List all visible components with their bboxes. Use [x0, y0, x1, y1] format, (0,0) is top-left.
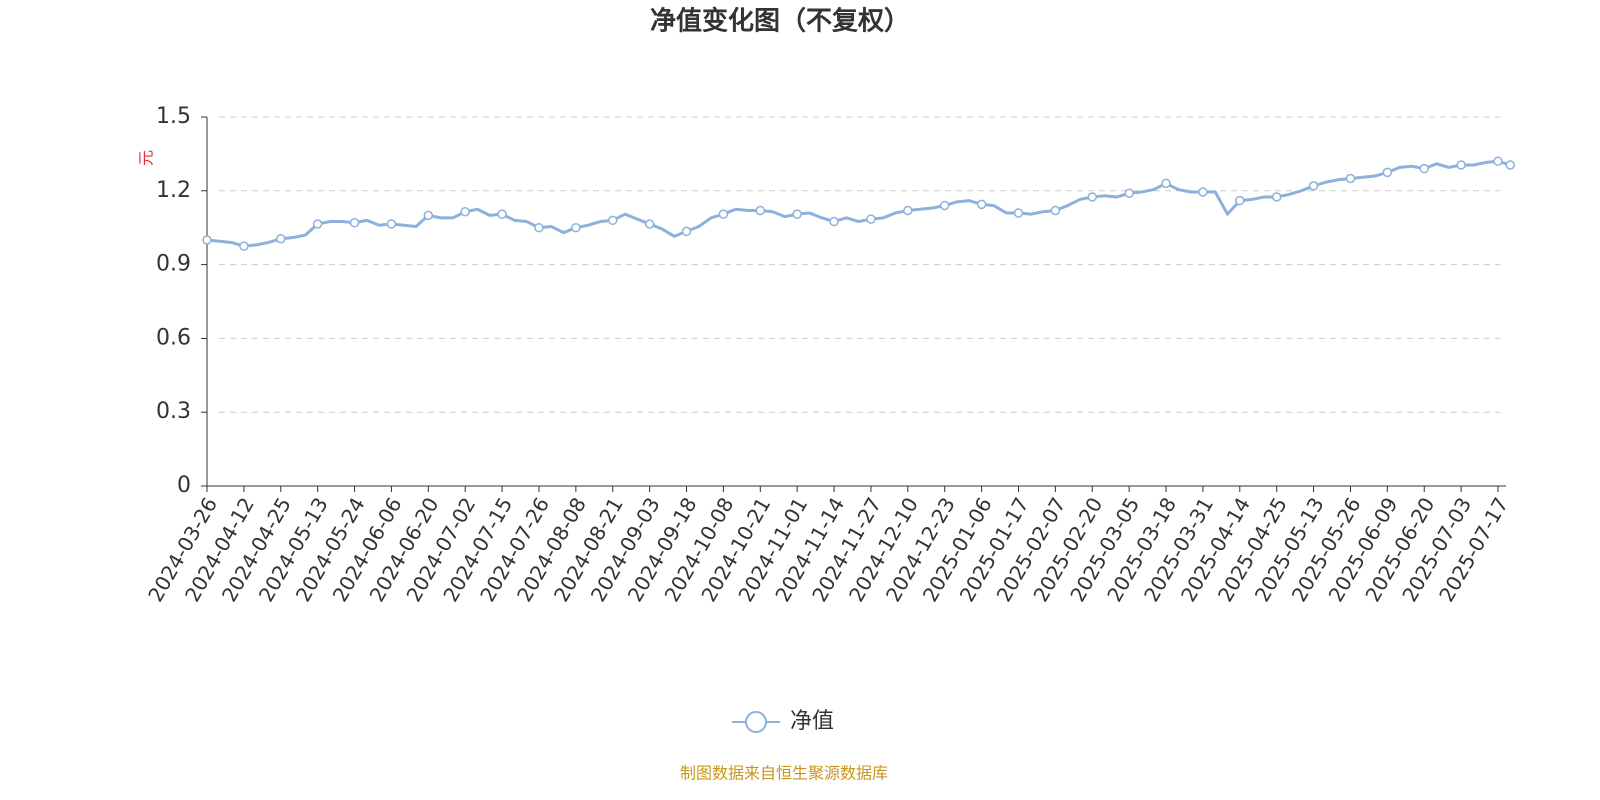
- y-tick-label: 0: [177, 473, 191, 498]
- data-point: [460, 206, 470, 217]
- data-point: [829, 216, 839, 227]
- data-point: [1505, 160, 1516, 170]
- data-point: [202, 235, 212, 245]
- data-point: [571, 222, 581, 233]
- data-point: [1013, 208, 1024, 218]
- y-tick-label: 0.3: [156, 399, 191, 424]
- data-point: [1124, 188, 1134, 199]
- data-point: [1382, 167, 1393, 178]
- data-point: [239, 241, 249, 251]
- data-line: [206, 159, 1511, 248]
- data-point: [497, 209, 507, 219]
- data-point: [607, 215, 618, 226]
- data-point: [644, 219, 655, 229]
- y-tick-label: 0.6: [156, 325, 191, 350]
- data-point: [534, 222, 544, 233]
- data-point: [1235, 195, 1245, 206]
- data-point: [1493, 156, 1503, 167]
- data-point: [755, 205, 766, 216]
- data-point: [1087, 192, 1098, 202]
- data-point: [386, 219, 397, 229]
- data-point: [276, 234, 286, 244]
- data-point: [1308, 181, 1319, 191]
- chart-title: 净值变化图（不复权）: [650, 6, 910, 37]
- y-tick-label: 1.2: [156, 178, 191, 203]
- data-point: [939, 200, 950, 211]
- legend-marker: [745, 711, 767, 733]
- data-point: [1271, 192, 1282, 202]
- data-point: [423, 210, 434, 221]
- data-point: [1050, 205, 1061, 216]
- data-point: [1456, 160, 1466, 170]
- source-note: 制图数据来自恒生聚源数据库: [680, 764, 888, 783]
- data-point: [866, 214, 876, 224]
- data-point: [903, 205, 913, 216]
- y-tick-label: 1.5: [156, 104, 191, 129]
- data-point: [1198, 187, 1208, 197]
- data-point: [1419, 163, 1429, 174]
- data-point: [1161, 178, 1171, 189]
- data-point: [976, 199, 987, 210]
- data-point: [1345, 173, 1356, 184]
- data-point: [718, 209, 729, 219]
- legend-label: 净值: [790, 709, 834, 734]
- y-axis-label: 元: [137, 150, 156, 166]
- y-tick-label: 0.9: [156, 252, 191, 277]
- data-point: [681, 226, 692, 237]
- data-point: [792, 209, 802, 219]
- data-point: [349, 218, 360, 228]
- data-point: [312, 219, 323, 229]
